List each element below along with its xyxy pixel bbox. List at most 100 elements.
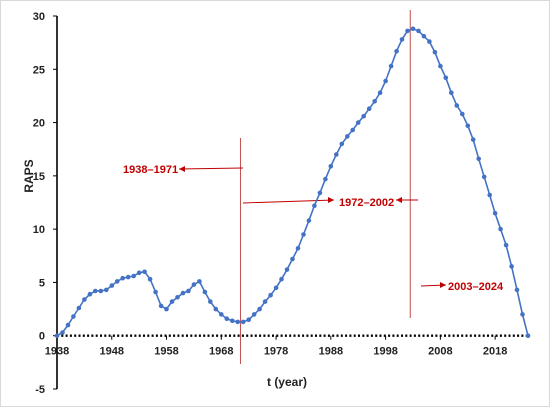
arrow-head: [440, 282, 446, 288]
arrow-head: [328, 197, 334, 203]
raps-data-point: [383, 78, 388, 84]
raps-data-point: [202, 289, 208, 295]
raps-data-point: [465, 123, 471, 129]
raps-data-point: [65, 322, 71, 328]
y-axis-title: RAPS: [22, 159, 36, 192]
raps-data-point: [394, 48, 399, 54]
raps-data-point: [197, 279, 202, 284]
raps-data-point: [443, 75, 449, 81]
x-tick-label: 1938: [45, 346, 69, 358]
raps-data-point: [213, 306, 219, 312]
raps-data-point: [525, 333, 531, 339]
x-tick-labels: 1938 1948 1958 1968 1978 1988 1998 2008 2018: [45, 346, 508, 358]
raps-data-point: [438, 63, 443, 69]
raps-data-point: [487, 192, 493, 198]
raps-data-point: [82, 297, 87, 302]
raps-data-point: [153, 289, 158, 295]
raps-data-point: [410, 26, 416, 32]
raps-data-point: [180, 290, 186, 296]
raps-data-point: [120, 275, 125, 281]
raps-data-point: [427, 39, 432, 44]
raps-data-point: [147, 276, 153, 282]
x-tick-label: 1978: [264, 346, 288, 358]
y-tick-label: 0: [39, 331, 45, 343]
raps-data-point: [449, 90, 454, 95]
raps-data-point: [470, 137, 476, 142]
x-tick-label: 2018: [483, 346, 507, 358]
arrow-head: [396, 197, 402, 203]
arrow-2003-2024: [420, 282, 447, 288]
raps-data-point: [492, 210, 498, 216]
period-label-1972-2002: 1972–2002: [339, 197, 394, 209]
raps-data-point: [405, 28, 410, 34]
raps-data-point: [355, 120, 361, 125]
series-layer: [54, 26, 531, 339]
raps-data-point: [421, 33, 427, 39]
raps-data-point: [323, 176, 328, 182]
y-tick-label: 15: [33, 171, 45, 183]
raps-data-point: [416, 28, 421, 34]
arrow-1938-1971: [178, 166, 244, 172]
raps-data-point: [273, 285, 279, 291]
arrow-1972-2002-left: [242, 197, 335, 204]
raps-data-point: [235, 319, 240, 325]
raps-data-point: [306, 218, 312, 223]
raps-data-point: [460, 111, 465, 117]
raps-data-point: [191, 282, 197, 287]
raps-data-point: [388, 63, 394, 69]
raps-data-point: [279, 276, 284, 282]
raps-data-point: [366, 106, 372, 111]
raps-data-point: [503, 242, 509, 248]
arrow-shaft: [242, 199, 335, 204]
x-tick-label: 1968: [209, 346, 233, 358]
raps-data-point: [208, 299, 213, 304]
raps-data-point: [520, 312, 525, 317]
raps-data-point: [284, 267, 290, 272]
raps-data-point: [334, 152, 339, 157]
raps-data-point: [158, 303, 164, 309]
raps-data-point: [295, 246, 301, 251]
raps-data-point: [312, 203, 317, 208]
raps-data-point: [98, 288, 104, 294]
arrow-1972-2002-right: [396, 197, 418, 203]
raps-data-point: [301, 232, 306, 237]
arrow-head: [179, 166, 185, 172]
y-tick-label: 25: [33, 64, 45, 76]
y-tick-label: -5: [35, 384, 45, 396]
raps-data-point: [246, 317, 251, 323]
raps-data-point: [476, 156, 482, 162]
raps-data-point: [251, 312, 257, 317]
y-tick-labels: -5 0 5 10 15 20 25 30: [33, 11, 45, 396]
x-tick-label: 2008: [428, 346, 452, 358]
y-tick-label: 30: [33, 11, 45, 23]
raps-data-point: [76, 305, 82, 311]
x-tick-label: 1998: [373, 346, 397, 358]
y-tick-label: 10: [33, 224, 45, 236]
raps-data-point: [339, 141, 345, 147]
raps-data-point: [328, 164, 334, 169]
raps-data-point: [54, 333, 60, 339]
raps-data-point: [224, 316, 230, 322]
raps-data-point: [240, 319, 246, 325]
raps-data-point: [186, 288, 191, 294]
raps-data-point: [498, 226, 503, 232]
raps-data-point: [432, 49, 438, 55]
raps-data-point: [454, 103, 460, 108]
raps-data-point: [481, 174, 487, 180]
x-axis-title: t (year): [267, 375, 307, 389]
raps-data-point: [509, 264, 514, 269]
x-tick-label: 1958: [154, 346, 178, 358]
raps-data-point: [262, 299, 268, 304]
raps-data-point: [125, 274, 131, 280]
raps-data-point: [257, 306, 262, 312]
raps-data-point: [345, 134, 350, 139]
x-tick-label: 1988: [319, 346, 343, 358]
raps-data-point: [372, 99, 378, 104]
raps-data-point: [175, 295, 180, 300]
raps-data-point: [219, 312, 224, 317]
raps-data-point: [317, 190, 323, 196]
raps-data-point: [169, 299, 175, 304]
raps-data-point: [71, 314, 76, 319]
